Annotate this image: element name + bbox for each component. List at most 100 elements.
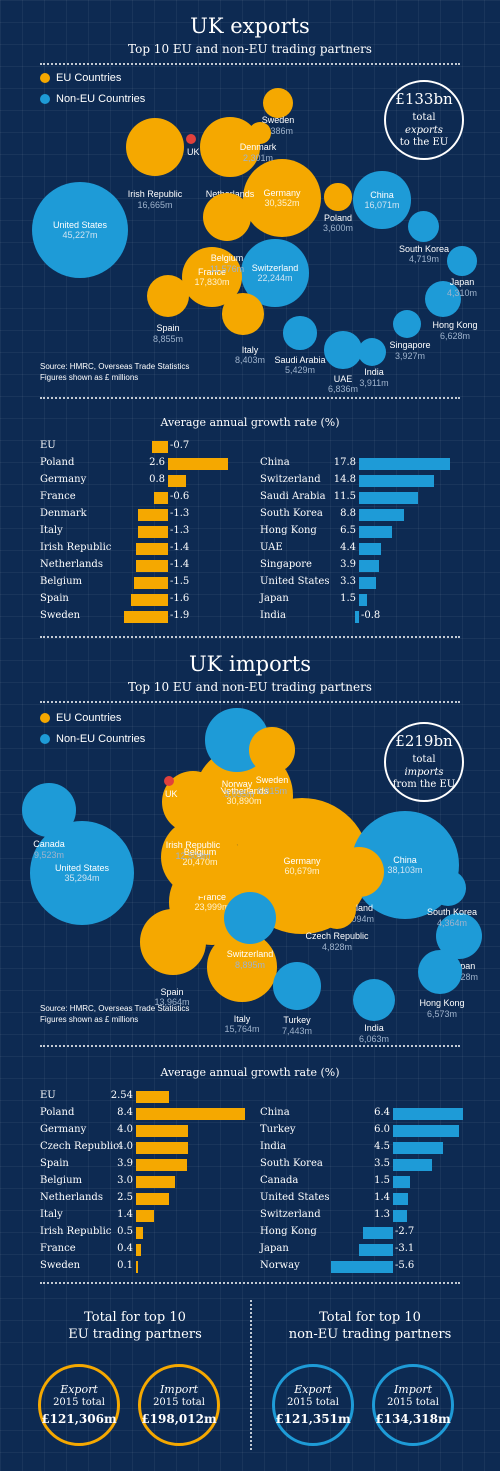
growth-value-india: -0.8 [361, 610, 381, 621]
noneu-export-total: Export 2015 total £121,351m [272, 1364, 354, 1446]
bubble-label: Canada [33, 838, 65, 849]
bubble-label: Turkey [283, 1014, 311, 1025]
growth-value-eu: 2.54 [110, 1090, 133, 1101]
growth-label-canada: Canada [260, 1175, 299, 1186]
growth-bar-japan [359, 594, 367, 606]
growth-bar-turkey [393, 1125, 459, 1137]
uk-label: UK [165, 789, 178, 799]
bubble-label-singapore: Singapore 3,927m [389, 340, 430, 362]
bubble-label-sweden: Sweden 6,815m [256, 775, 289, 797]
bubble-label-hong-kong: Hong Kong 6,573m [419, 998, 464, 1020]
bubble-label: France [197, 891, 226, 902]
heading-text: Total for top 10 [84, 1310, 186, 1325]
eu-import-total: Import 2015 total £198,012m [138, 1364, 220, 1446]
bubble-value: 11,576m [209, 264, 245, 275]
growth-bar-switzerland [393, 1210, 408, 1222]
ring-label: Export [294, 1383, 332, 1397]
bubble-value: 17,830m [194, 276, 230, 287]
growth-label-united-states: United States [260, 576, 330, 587]
bubble-label: UAE [333, 373, 353, 384]
growth-value-south-korea: 8.8 [340, 508, 356, 519]
growth-label-turkey: Turkey [260, 1124, 296, 1135]
ring-year: 2015 total [287, 1397, 339, 1409]
growth-label-eu: EU [40, 440, 56, 451]
growth-bar-germany [168, 475, 187, 487]
growth-label-japan: Japan [260, 1243, 289, 1254]
bubble-label: Irish Republic [165, 839, 221, 850]
growth-bar-irish-republic [135, 543, 168, 555]
growth-value-singapore: 3.9 [340, 559, 356, 570]
bubble-value: 2,301m [242, 152, 274, 163]
bubble-value: 20,470m [182, 856, 218, 867]
bubble-label: South Korea [398, 243, 450, 254]
noneu-totals-heading: Total for top 10 non-EU trading partners [255, 1310, 485, 1344]
uk-marker-icon [186, 134, 196, 144]
bubble-value: 15,764m [224, 1024, 260, 1035]
bubble-label-irish-republic: Irish Republic 12,509m [166, 840, 221, 862]
bubble-hong-kong [417, 949, 463, 995]
uk-marker-icon [164, 776, 174, 786]
bubble-india [352, 978, 396, 1022]
growth-bar-spain [131, 594, 168, 606]
bubble-label: Netherlands [219, 785, 269, 796]
growth-label-india: India [260, 610, 286, 621]
exports-total-badge: £133bn total exports to the EU [384, 80, 464, 160]
growth-bar-poland [136, 1108, 246, 1120]
bubble-poland [324, 183, 352, 211]
bubble-label: Japan [450, 961, 476, 972]
bubble-value: 4,719m [408, 254, 440, 265]
bubble-label: Norway [221, 778, 253, 789]
growth-bar-netherlands [135, 560, 168, 572]
growth-bar-france [136, 1244, 142, 1256]
bubble-label-india: India 6,063m [359, 1023, 389, 1045]
eu-totals-heading: Total for top 10 EU trading partners [20, 1310, 250, 1344]
bubble-label: Spain [160, 986, 184, 997]
growth-label-eu: EU [40, 1090, 56, 1101]
ring-label: Import [159, 1383, 199, 1397]
imports-source: Source: HMRC, Overseas Trade Statistics … [40, 1004, 189, 1026]
growth-value-france: -0.6 [170, 491, 190, 502]
bubble-label: Poland [323, 212, 353, 223]
growth-value-belgium: -1.5 [170, 576, 190, 587]
badge-text: from the EU [392, 779, 456, 791]
bubble-value: 6,573m [426, 1009, 458, 1020]
imports-growth-noneu-chart: China 6.4 Turkey 6.0 India 4.5 South Korea 3.5 C… [250, 1107, 500, 1277]
heading-text: non-EU trading partners [288, 1326, 452, 1342]
bubble-label-uae: UAE 6,836m [328, 374, 358, 396]
bubble-label-japan: Japan 4,310m [447, 277, 477, 299]
growth-value-eu: -0.7 [170, 440, 190, 451]
bubble-value: 5,429m [284, 365, 316, 376]
bubble-value: 35,294m [64, 872, 100, 883]
badge-text: exports [405, 124, 443, 136]
growth-bar-poland [168, 458, 228, 470]
bubble-label: Denmark [239, 141, 277, 152]
bubble-value: 9,523m [33, 849, 65, 860]
exports-growth-title: Average annual growth rate (%) [160, 416, 340, 429]
bubble-label: France [197, 266, 226, 277]
noneu-swatch-icon [40, 94, 50, 104]
bubble-value: 4,364m [436, 918, 468, 929]
growth-value-united-states: 3.3 [340, 576, 356, 587]
growth-label-france: France [40, 491, 76, 502]
ring-year: 2015 total [387, 1397, 439, 1409]
growth-bar-eu [136, 1091, 170, 1103]
growth-value-italy: 1.4 [117, 1209, 133, 1220]
badge-text: to the EU [399, 137, 449, 149]
growth-label-spain: Spain [40, 593, 69, 604]
heading-text: EU trading partners [68, 1326, 202, 1342]
bubble-label: Czech Republic [305, 931, 369, 942]
bubble-value: 3,600m [322, 223, 354, 234]
growth-label-sweden: Sweden [40, 1260, 81, 1271]
growth-value-south-korea: 3.5 [374, 1158, 390, 1169]
bubble-label-turkey: Turkey 7,443m [282, 1015, 312, 1037]
growth-bar-united-states [393, 1193, 409, 1205]
exports-growth-noneu-chart: China 17.8 Switzerland 14.8 Saudi Arabia 11.5… [250, 457, 500, 627]
growth-bar-hong-kong [363, 1227, 393, 1239]
noneu-swatch-icon [40, 734, 50, 744]
bubble-sweden [249, 727, 295, 773]
growth-value-hong-kong: -2.7 [395, 1226, 415, 1237]
growth-label-czech-republic: Czech Republic [40, 1141, 119, 1152]
growth-bar-switzerland [359, 475, 435, 487]
bubble-label-czech-republic: Czech Republic 4,828m [305, 931, 368, 953]
growth-bar-netherlands [136, 1193, 169, 1205]
